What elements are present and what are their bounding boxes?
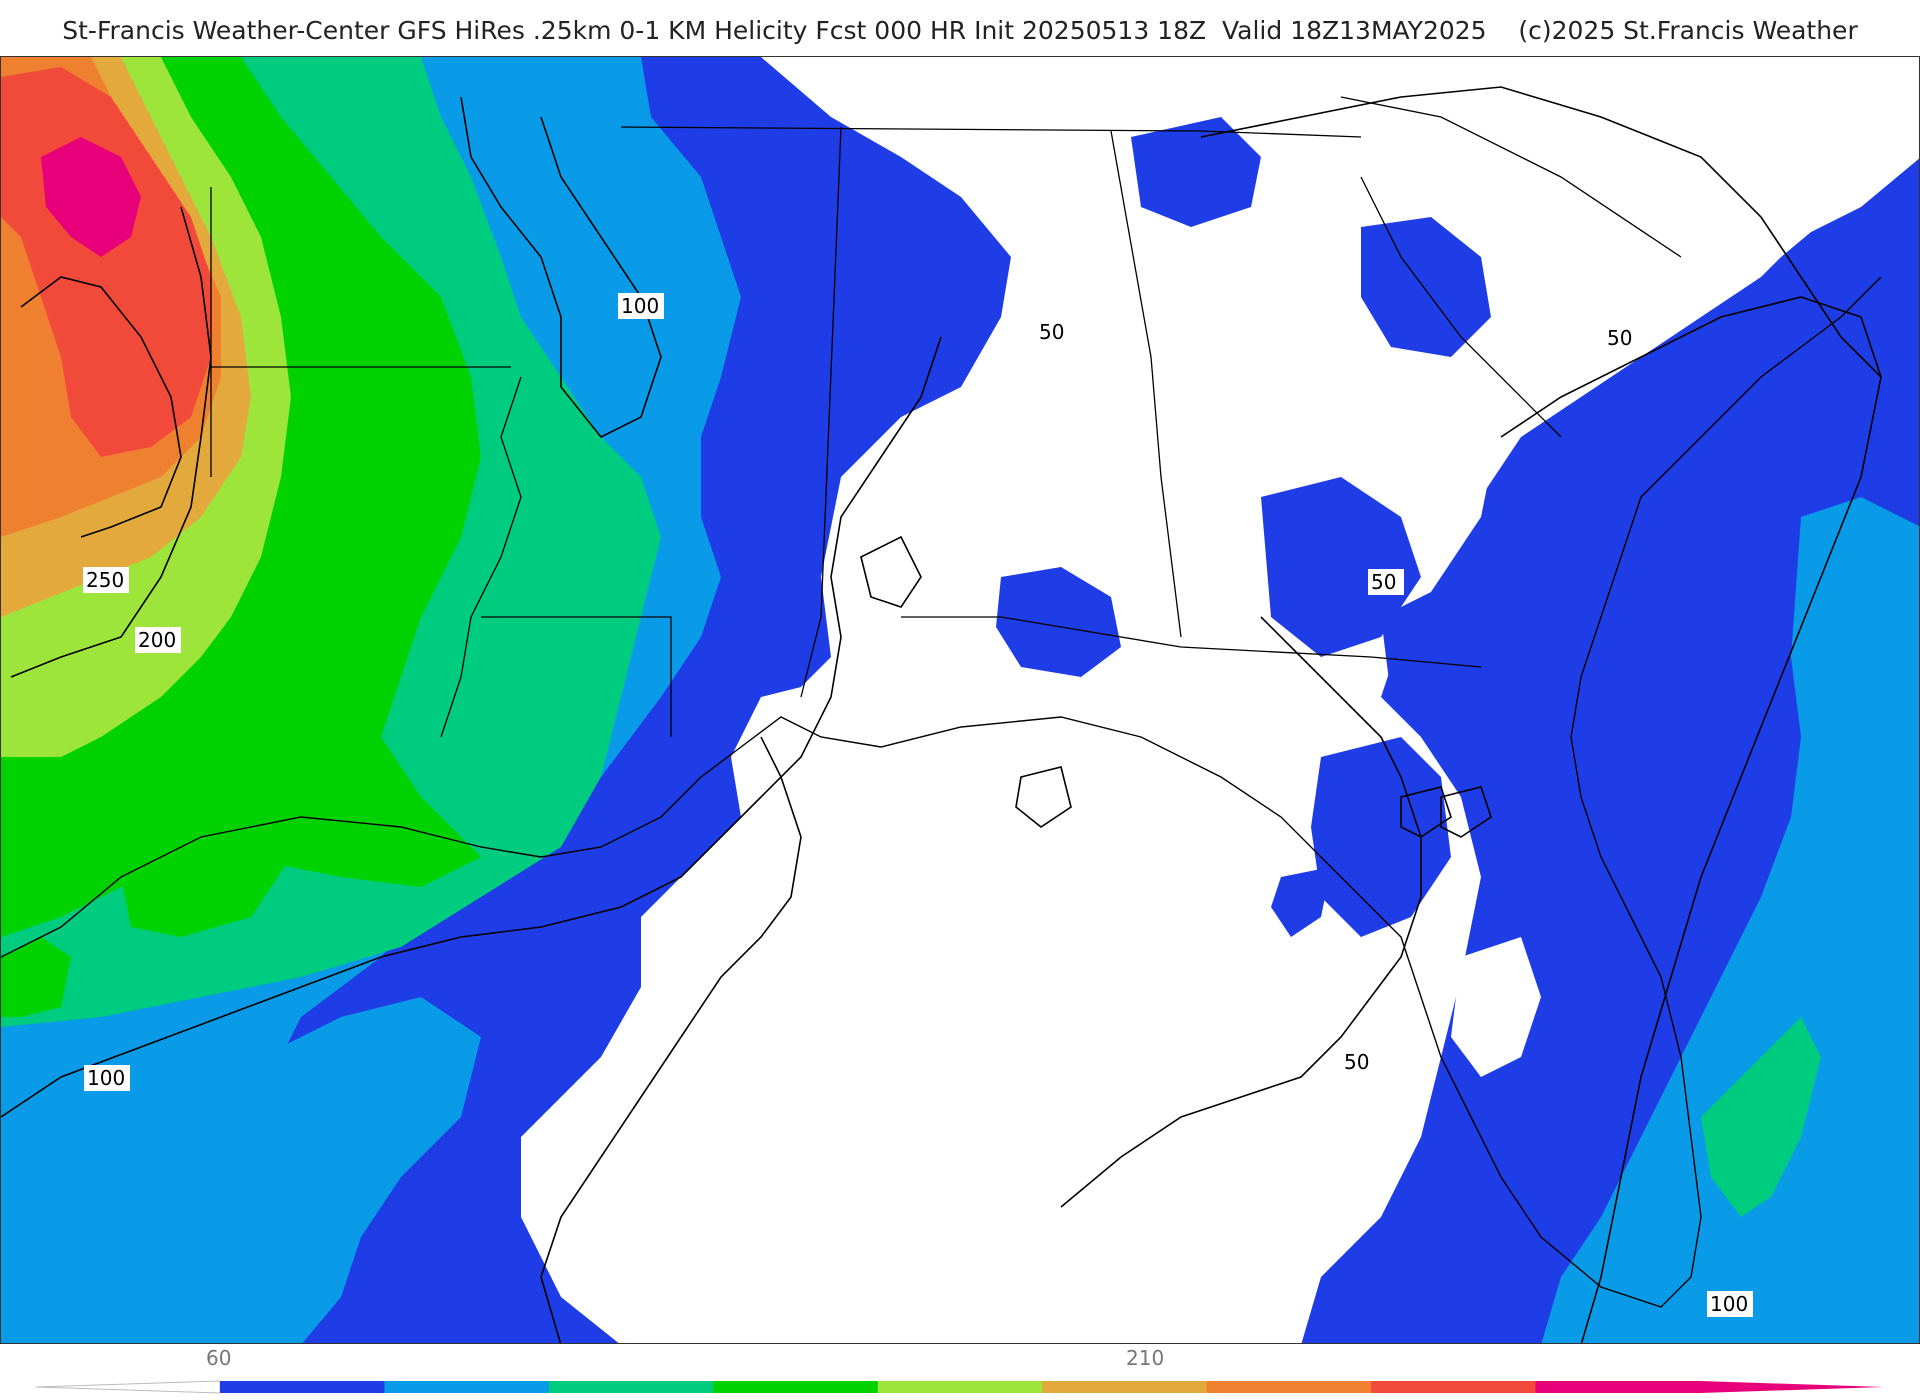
contour-250	[20, 276, 182, 538]
contour-blob-3	[1400, 786, 1452, 838]
band-blue-blob-fl	[1311, 737, 1451, 937]
boundary-nc-sc	[1340, 96, 1682, 258]
colorbar-cell	[713, 1381, 879, 1393]
band-lightblue-east	[1541, 497, 1919, 1343]
contour-label-200: 200	[138, 628, 176, 652]
contour-blob-4	[1440, 786, 1492, 838]
contour-100-west	[1, 336, 942, 1118]
colorbar-svg	[35, 1380, 1884, 1394]
contour-label-250: 250	[86, 568, 124, 592]
band-blue-blob-ga-2	[1261, 477, 1421, 657]
boundary-ga-al	[1110, 130, 1182, 638]
contour-200	[10, 206, 212, 678]
band-green-blob-w	[1, 937, 71, 1017]
contour-label-100-c: 100	[1710, 1292, 1748, 1316]
colorbar-right-arrow	[1700, 1381, 1884, 1393]
contour-label-50-a: 50	[1039, 320, 1064, 344]
band-green-blob-sw	[121, 817, 291, 937]
contour-label-50-b: 50	[1607, 326, 1632, 350]
band-magenta-core	[41, 137, 141, 257]
band-white-carolinas	[971, 57, 1919, 857]
colorbar-cell	[1535, 1381, 1701, 1393]
colorbar-tick-60: 60	[206, 1346, 232, 1370]
band-blue-blob-sc	[1361, 217, 1491, 357]
contour-50-central	[1060, 616, 1422, 1208]
colorbar-cell	[384, 1381, 550, 1393]
contour-100-north	[460, 96, 662, 439]
band-blue-blob-ga-1	[1131, 117, 1261, 227]
contour-label-100-b: 100	[87, 1066, 125, 1090]
contour-50-gulf	[540, 736, 802, 1343]
state-boundaries	[210, 96, 1682, 738]
colorbar-tick-210: 210	[1126, 1346, 1165, 1370]
band-blue-blob-al	[996, 567, 1121, 677]
band-teal-east	[1701, 1017, 1821, 1217]
boundary-tn	[620, 126, 1362, 138]
contour-label-100-a: 100	[621, 294, 659, 318]
contour-blob-1	[860, 535, 922, 608]
colorbar-left-arrow	[35, 1380, 221, 1394]
band-white-fl	[1451, 937, 1541, 1077]
band-white-gulf	[521, 677, 1421, 1343]
helicity-map: 50 50 50 50 100 100 100 200 250	[0, 56, 1920, 1344]
coast-gulf	[1, 276, 1882, 1308]
colorbar-cell	[1206, 1381, 1372, 1393]
colorbar-cells	[220, 1381, 1701, 1393]
colorbar-cell	[877, 1381, 1043, 1393]
band-blue-blob-ga-3	[1381, 577, 1541, 737]
boundary-sc-ga	[1360, 176, 1562, 438]
colorbar-cell	[548, 1381, 714, 1393]
colorbar: 60 210	[0, 1344, 1920, 1400]
boundary-ms-al	[800, 126, 842, 698]
colorbar-cell	[1042, 1381, 1208, 1393]
helicity-contours	[1, 86, 1882, 1343]
contour-blob-2	[1015, 766, 1072, 828]
colorbar-cell	[220, 1381, 385, 1393]
contour-100-east	[1500, 296, 1882, 1343]
contour-label-50-d: 50	[1344, 1050, 1369, 1074]
contour-label-50-c: 50	[1371, 570, 1396, 594]
band-blue-blob-gulf	[1271, 867, 1331, 937]
coastline	[1, 276, 1882, 1308]
band-lightblue-gulf	[221, 997, 481, 1343]
map-title: St-Francis Weather-Center GFS HiRes .25k…	[62, 16, 1858, 45]
boundary-river	[440, 376, 522, 738]
boundary-ga-fl	[901, 616, 1482, 668]
contour-label-group: 50 50 50 50 100 100 100 200 250	[83, 293, 1753, 1317]
boundary-la-ms	[481, 616, 672, 737]
contour-50-east	[1200, 86, 1882, 378]
colorbar-cell	[1371, 1381, 1537, 1393]
